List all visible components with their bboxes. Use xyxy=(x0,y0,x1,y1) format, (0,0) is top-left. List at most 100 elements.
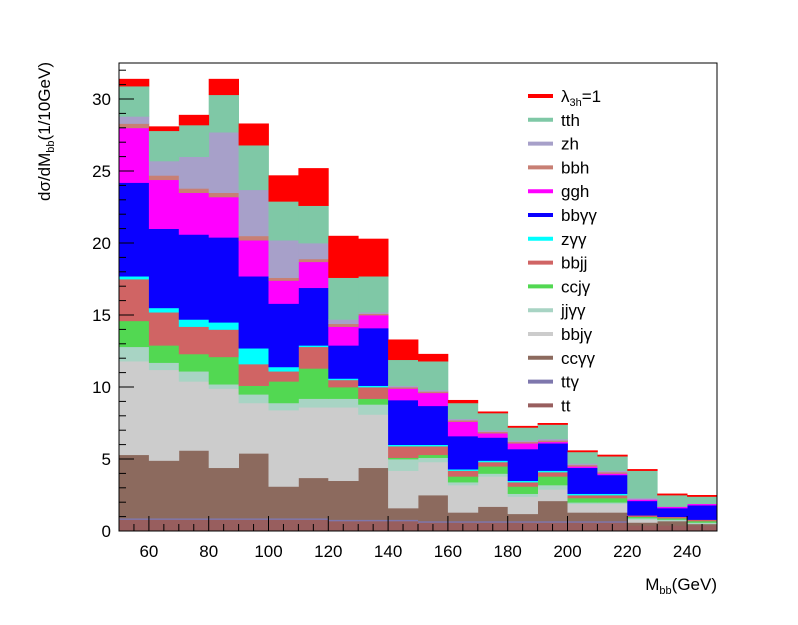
bar-segment xyxy=(477,466,509,474)
bar-segment xyxy=(268,402,299,411)
bar-segment xyxy=(477,473,509,477)
legend-item: bbγγ xyxy=(528,206,597,225)
bar-segment xyxy=(687,496,718,505)
bar-segment xyxy=(148,307,180,313)
bar-segment xyxy=(537,484,568,490)
legend-label: ggh xyxy=(561,182,589,201)
bar-segment xyxy=(148,345,180,363)
bar-segment xyxy=(328,277,359,320)
bar-segment xyxy=(328,519,359,522)
bar-segment xyxy=(148,460,180,519)
bar-segment xyxy=(298,258,329,263)
legend-item: ccγγ xyxy=(528,349,596,368)
bar-segment xyxy=(298,261,329,289)
bar-segment xyxy=(178,371,210,382)
series-1 xyxy=(119,518,628,523)
x-tick-label: 220 xyxy=(613,542,641,561)
bar-segment xyxy=(507,482,538,487)
bar-segment xyxy=(388,339,419,361)
bar-segment xyxy=(567,464,598,467)
bar-segment xyxy=(687,522,718,525)
bar-segment xyxy=(328,345,359,379)
bar-segment xyxy=(388,507,419,520)
bar-segment xyxy=(298,407,329,479)
bar-segment xyxy=(388,446,419,458)
bar-segment xyxy=(597,503,628,513)
bar-segment xyxy=(537,440,568,443)
series-9 xyxy=(119,127,718,509)
legend-item: tth xyxy=(528,111,580,130)
axis-ticks xyxy=(118,69,718,532)
series-11 xyxy=(119,116,658,500)
legend-label: ccjγ xyxy=(561,277,591,296)
bar-segment xyxy=(178,450,210,519)
bar-segment xyxy=(477,520,509,523)
bar-segment xyxy=(148,312,180,346)
y-tick-label: 30 xyxy=(92,90,111,109)
bar-segment xyxy=(418,392,449,407)
bar-segment xyxy=(418,495,449,522)
legend-label: ttγ xyxy=(561,373,579,392)
bar-segment xyxy=(447,469,479,471)
bar-segment xyxy=(298,398,329,408)
bar-segment xyxy=(268,277,299,281)
bar-segment xyxy=(507,496,538,515)
bar-segment xyxy=(238,235,269,241)
bar-segment xyxy=(358,387,389,399)
bar-segment xyxy=(268,518,299,520)
bar-segment xyxy=(328,407,359,481)
bar-segment xyxy=(119,346,150,362)
bar-segment xyxy=(208,196,239,238)
bar-segment xyxy=(687,503,718,506)
bar-segment xyxy=(238,363,269,386)
bar-segment xyxy=(238,394,269,404)
bar-segment xyxy=(418,457,449,463)
bar-segment xyxy=(148,126,180,132)
bar-segment xyxy=(507,441,538,444)
legend-label: tth xyxy=(561,111,580,130)
series-8 xyxy=(119,182,718,520)
bar-segment xyxy=(298,205,329,244)
bar-segment xyxy=(507,443,538,450)
bar-segment xyxy=(298,368,329,399)
bar-segment xyxy=(418,405,449,445)
bar-segment xyxy=(358,385,389,388)
bar-segment xyxy=(298,243,329,260)
bar-segment xyxy=(358,276,389,313)
bar-segment xyxy=(687,495,718,497)
series-10 xyxy=(119,123,628,474)
series-13 xyxy=(119,78,718,497)
bar-segment xyxy=(447,418,479,421)
x-tick-label: 200 xyxy=(553,542,581,561)
y-axis-title-sub: bb xyxy=(45,140,57,152)
bar-segment xyxy=(178,381,210,451)
bar-segment xyxy=(597,454,628,457)
bar-segment xyxy=(328,398,359,408)
legend-item: zh xyxy=(528,135,579,154)
bar-segment xyxy=(447,484,479,513)
bar-segment xyxy=(358,313,389,316)
bar-segment xyxy=(208,329,239,358)
x-tick-label: 140 xyxy=(374,542,402,561)
series-12 xyxy=(119,86,718,507)
y-tick-label: 0 xyxy=(102,522,111,541)
bar-segment xyxy=(208,356,239,385)
bar-segment xyxy=(328,378,359,381)
bar-segment xyxy=(388,457,419,460)
bar-segment xyxy=(477,430,509,433)
bar-segment xyxy=(358,312,389,314)
bar-segment xyxy=(238,348,269,365)
bar-segment xyxy=(178,156,210,189)
legend-label: λ3h=1 xyxy=(561,87,601,109)
bar-segment xyxy=(178,192,210,235)
bar-segment xyxy=(208,78,239,96)
bar-segment xyxy=(418,446,449,456)
bar-segment xyxy=(657,495,688,507)
bar-segment xyxy=(178,234,210,320)
y-tick-label: 10 xyxy=(92,378,111,397)
bar-segment xyxy=(627,516,658,519)
bar-segment xyxy=(567,493,598,496)
bar-segment xyxy=(388,519,419,522)
bar-segment xyxy=(119,320,150,348)
bar-segment xyxy=(627,470,658,499)
